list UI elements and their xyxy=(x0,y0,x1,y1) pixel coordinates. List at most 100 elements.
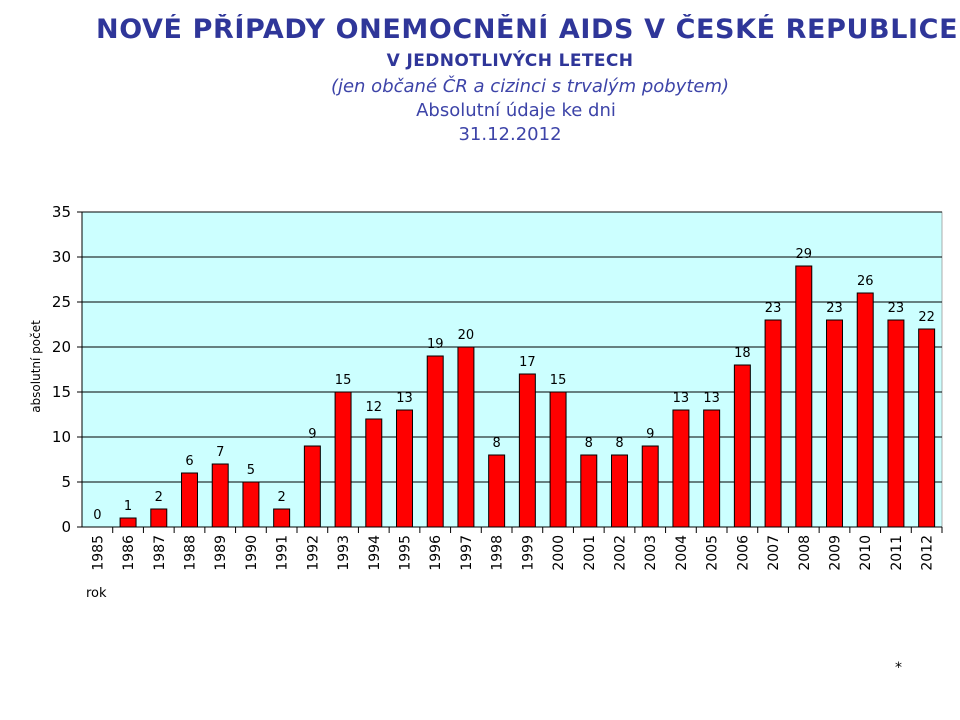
bar xyxy=(795,265,813,528)
x-tick-label: 2007 xyxy=(766,535,782,571)
x-tick-label: 2011 xyxy=(889,535,905,571)
x-tick-label: 1999 xyxy=(520,535,536,571)
data-label: 8 xyxy=(493,436,501,451)
y-axis-label: absolutní počet xyxy=(29,320,43,413)
data-label: 29 xyxy=(796,247,813,262)
y-tick-label: 25 xyxy=(52,293,71,311)
x-tick-label: 1988 xyxy=(183,535,199,571)
x-tick-label: 1997 xyxy=(459,535,475,571)
x-tick-label: 2006 xyxy=(735,535,751,571)
data-label: 20 xyxy=(458,328,475,343)
data-basis: Absolutní údaje ke dni xyxy=(416,100,616,121)
bar xyxy=(733,364,751,528)
bar xyxy=(181,472,198,528)
bar xyxy=(457,346,475,528)
data-label: 19 xyxy=(427,337,444,352)
bar xyxy=(641,445,659,528)
x-tick-label: 1989 xyxy=(213,535,229,571)
data-label: 12 xyxy=(366,400,383,415)
y-tick-label: 15 xyxy=(52,383,71,401)
data-label: 1 xyxy=(124,499,132,514)
data-label: 15 xyxy=(550,373,567,388)
data-label: 5 xyxy=(247,463,255,478)
chart-subtitle: V JEDNOTLIVÝCH LETECH xyxy=(386,51,634,71)
bar xyxy=(242,481,260,528)
data-label: 9 xyxy=(646,427,654,442)
data-label: 8 xyxy=(615,436,623,451)
data-label: 26 xyxy=(857,274,874,289)
data-label: 0 xyxy=(93,508,101,523)
bar xyxy=(150,508,168,528)
y-axis-ticks: 0 5 10 15 20 25 30 35 xyxy=(52,203,82,536)
x-tick-label: 1991 xyxy=(275,535,291,571)
x-tick-label: 1995 xyxy=(398,535,414,571)
x-tick-label: 2010 xyxy=(858,535,874,571)
x-tick-label: 1987 xyxy=(152,535,168,571)
footnote-asterisk: * xyxy=(895,660,902,676)
x-axis-ticks: 1985 1986 1987 1988 1989 1990 1991 1992 1993 1994… xyxy=(90,527,943,571)
data-label: 22 xyxy=(918,310,935,325)
x-tick-label: 2003 xyxy=(643,535,659,571)
bar xyxy=(549,391,567,528)
bar xyxy=(211,463,229,528)
bar xyxy=(426,355,444,528)
x-tick-label: 1985 xyxy=(90,535,106,571)
bar xyxy=(887,319,905,528)
bar xyxy=(334,391,352,528)
x-tick-label: 1994 xyxy=(367,535,383,571)
bar xyxy=(703,409,721,528)
bar xyxy=(488,454,506,528)
y-tick-label: 10 xyxy=(52,428,71,446)
bar xyxy=(826,319,843,528)
x-tick-label: 1986 xyxy=(121,535,137,571)
y-tick-label: 0 xyxy=(61,518,71,536)
bar xyxy=(580,454,598,528)
x-tick-label: 1993 xyxy=(336,535,352,571)
bar xyxy=(764,319,782,528)
x-tick-label: 1996 xyxy=(428,535,444,571)
data-label: 8 xyxy=(585,436,593,451)
bar xyxy=(672,409,690,528)
data-label: 13 xyxy=(396,391,413,406)
x-tick-label: 2012 xyxy=(920,535,936,571)
data-label: 13 xyxy=(673,391,690,406)
data-label: 6 xyxy=(185,454,193,469)
x-tick-label: 2008 xyxy=(797,535,813,571)
population-note: (jen občané ČR a cizinci s trvalým pobyt… xyxy=(330,76,730,97)
data-label: 23 xyxy=(826,301,843,316)
data-label: 15 xyxy=(335,373,352,388)
data-label: 23 xyxy=(888,301,905,316)
data-label: 13 xyxy=(703,391,720,406)
x-tick-label: 2001 xyxy=(582,535,598,571)
data-label: 23 xyxy=(765,301,782,316)
x-tick-label: 2002 xyxy=(613,535,629,571)
data-label: 7 xyxy=(216,445,224,460)
data-label: 9 xyxy=(308,427,316,442)
bar xyxy=(365,418,383,528)
data-date: 31.12.2012 xyxy=(458,124,562,145)
x-tick-label: 1990 xyxy=(244,535,260,571)
data-label: 18 xyxy=(734,346,751,361)
x-tick-label: 1992 xyxy=(305,535,321,571)
bar xyxy=(119,517,137,528)
bar xyxy=(856,292,874,528)
y-tick-label: 30 xyxy=(52,248,71,266)
bar xyxy=(303,445,321,528)
bar xyxy=(518,373,536,528)
x-axis-label: rok xyxy=(86,586,107,601)
y-tick-label: 35 xyxy=(52,203,71,221)
x-tick-label: 2004 xyxy=(674,535,690,571)
data-label: 2 xyxy=(278,490,286,505)
y-tick-label: 20 xyxy=(52,338,71,356)
chart-title: NOVÉ PŘÍPADY ONEMOCNĚNÍ AIDS V ČESKÉ REP… xyxy=(96,14,959,45)
x-tick-label: 1998 xyxy=(490,535,506,571)
bar xyxy=(273,508,291,528)
data-label: 17 xyxy=(519,355,536,370)
bar xyxy=(611,454,628,528)
x-tick-label: 2009 xyxy=(828,535,844,571)
bar xyxy=(396,409,413,528)
y-tick-label: 5 xyxy=(61,473,71,491)
x-tick-label: 2000 xyxy=(551,535,567,571)
bar xyxy=(918,328,936,528)
